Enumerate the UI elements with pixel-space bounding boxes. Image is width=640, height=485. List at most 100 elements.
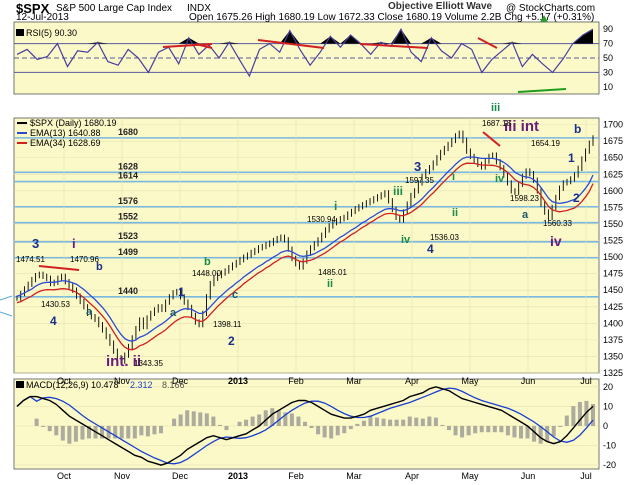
macd-histogram-bar — [571, 406, 576, 426]
price-tick-label: 1675 — [603, 136, 623, 146]
macd-histogram-bar — [532, 425, 537, 442]
price-tick-label: 1325 — [603, 368, 623, 378]
macd-histogram-bar — [355, 423, 360, 426]
price-tick-label: 1350 — [603, 351, 623, 361]
macd-histogram-bar — [237, 421, 242, 426]
macd-x-tick-label: Nov — [114, 471, 131, 481]
macd-histogram-bar — [198, 412, 203, 426]
support-label: 1680 — [118, 127, 138, 137]
rsi-divergence-line — [477, 37, 498, 49]
macd-histogram-bar — [224, 425, 229, 431]
price-annotation: 1654.19 — [531, 139, 560, 148]
macd-histogram-bar — [525, 425, 530, 439]
support-label: 1628 — [118, 161, 138, 171]
resistance-mark — [38, 265, 80, 271]
macd-histogram-bar — [178, 414, 183, 426]
macd-histogram-bar — [303, 421, 307, 426]
macd-x-tick-label: Dec — [172, 471, 189, 481]
macd-tick-label: 0 — [603, 421, 608, 431]
price-annotation: 1560.33 — [543, 219, 572, 228]
price-callout-line — [0, 295, 13, 301]
macd-histogram-bar — [34, 418, 39, 426]
price-annotation: 1597.35 — [405, 176, 434, 185]
support-label: 1552 — [118, 212, 138, 222]
wave-label: 2 — [573, 191, 580, 205]
ema13-line — [16, 156, 594, 342]
macd-x-tick-label: 2013 — [228, 471, 248, 481]
wave-label: b — [96, 261, 103, 273]
macd-histogram-bar — [185, 410, 190, 426]
macd-line — [16, 386, 594, 466]
macd-legend-entry: 2.312 — [130, 380, 153, 390]
macd-x-tick-label: Oct — [57, 471, 72, 481]
price-x-tick-label: Nov — [114, 376, 131, 386]
macd-histogram-bar — [479, 425, 484, 433]
price-tick-label: 1600 — [603, 186, 623, 196]
wave-label: a — [522, 209, 529, 221]
price-tick-label: 1650 — [603, 153, 623, 163]
wave-label: 2 — [228, 334, 235, 348]
macd-histogram-bar — [100, 425, 105, 439]
symbol-title: $SPX — [16, 1, 50, 16]
macd-histogram-bar — [270, 408, 275, 426]
macd-histogram-bar — [407, 416, 412, 426]
macd-x-tick-label: Apr — [405, 471, 419, 481]
wave-label: i — [334, 199, 337, 213]
price-annotation: 1598.23 — [510, 194, 539, 203]
wave-label: iv — [495, 173, 505, 185]
macd-histogram-bar — [126, 425, 131, 439]
macd-histogram-bar — [211, 416, 216, 426]
macd-tick-label: -10 — [603, 441, 616, 451]
macd-histogram-bar — [283, 412, 288, 426]
macd-histogram-bar — [191, 411, 196, 426]
support-label: 1440 — [118, 286, 138, 296]
macd-histogram-bar — [87, 425, 91, 439]
macd-x-tick-label: Mar — [346, 471, 362, 481]
macd-histogram-bar — [257, 414, 262, 426]
wave-label: 4 — [50, 314, 57, 328]
rsi-tick-label: 10 — [603, 82, 613, 92]
macd-histogram-bar — [473, 425, 478, 434]
rsi-divergence-line — [517, 88, 567, 93]
price-panel — [13, 117, 600, 374]
macd-histogram-bar — [591, 404, 595, 426]
macd-histogram-bar — [558, 425, 563, 427]
macd-histogram-bar — [217, 424, 222, 426]
price-x-tick-label: May — [461, 376, 479, 386]
macd-x-tick-label: Jun — [521, 471, 536, 481]
macd-histogram-bar — [276, 410, 281, 426]
macd-histogram-bar — [139, 425, 144, 436]
macd-histogram-bar — [244, 419, 249, 426]
macd-histogram-bar — [348, 425, 353, 430]
wave-label: 3 — [414, 159, 421, 174]
price-annotation: 1485.01 — [318, 268, 347, 277]
macd-histogram-bar — [80, 425, 85, 440]
rsi-divergence-line — [257, 39, 325, 49]
macd-tick-label: 10 — [603, 401, 613, 411]
source-label: Objective Elliott Wave — [388, 1, 493, 12]
copyright-label: @ StockCharts.com — [506, 3, 596, 14]
macd-histogram-bar — [47, 425, 52, 432]
price-tick-label: 1375 — [603, 335, 623, 345]
macd-histogram-bar — [159, 425, 163, 434]
rsi-divergence-line — [359, 43, 429, 49]
support-label: 1523 — [118, 231, 138, 241]
index-name: S&P 500 Large Cap Index — [56, 3, 173, 14]
price-x-tick-label: Dec — [172, 376, 189, 386]
macd-x-tick-label: May — [461, 471, 479, 481]
wave-label: a — [170, 307, 177, 319]
price-annotation: 1536.03 — [430, 233, 459, 242]
resistance-mark — [482, 131, 501, 147]
macd-legend-entry: MACD(12,26,9) 10.478 — [26, 380, 119, 390]
price-x-tick-label: Apr — [405, 376, 419, 386]
macd-histogram-bar — [263, 410, 268, 426]
rsi-tick-label: 90 — [603, 24, 613, 34]
wave-label: a — [86, 306, 93, 318]
macd-histogram-bar — [289, 413, 294, 426]
price-annotation: 1470.96 — [70, 255, 99, 264]
macd-histogram-bar — [414, 417, 419, 426]
macd-histogram-bar — [381, 418, 386, 426]
macd-histogram-bar — [551, 425, 556, 437]
date-label: 12-Jul-2013 — [16, 12, 69, 23]
macd-histogram-bar — [427, 416, 432, 426]
